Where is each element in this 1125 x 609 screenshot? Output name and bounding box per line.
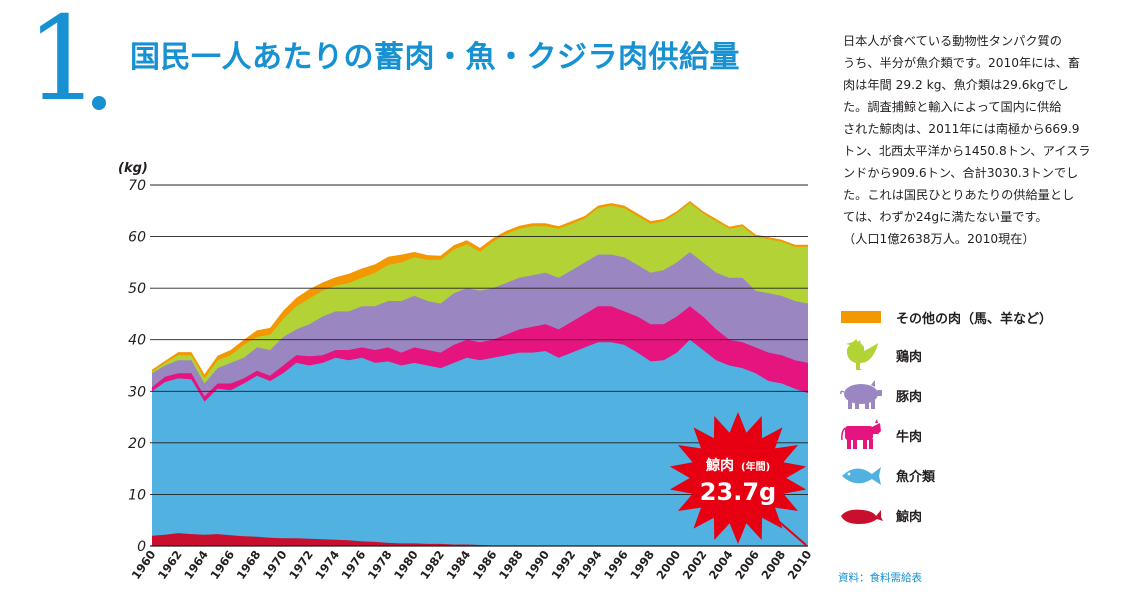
page-title: 国民一人あたりの蓄肉・魚・クジラ肉供給量 bbox=[130, 40, 740, 75]
x-tick-label: 1992 bbox=[548, 548, 578, 582]
cow-icon bbox=[836, 418, 886, 452]
chicken-icon bbox=[836, 338, 886, 372]
x-tick-label: 1998 bbox=[627, 548, 657, 582]
y-tick-label: 10 bbox=[128, 487, 146, 503]
pig-icon bbox=[836, 378, 886, 412]
legend-label: その他の肉（馬、羊など） bbox=[896, 311, 1053, 327]
legend-item-pork: 豚肉 bbox=[836, 378, 1116, 412]
legend-item-chicken: 鶏肉 bbox=[836, 338, 1116, 372]
y-tick-label: 30 bbox=[128, 384, 146, 400]
orange-swatch-icon bbox=[836, 300, 886, 334]
description-line: 肉は年間 29.2 kg、魚介類は29.6kgでし bbox=[843, 78, 1069, 92]
section-number: 1 bbox=[26, 0, 100, 127]
y-tick-label: 40 bbox=[128, 333, 146, 349]
x-tick-label: 2004 bbox=[706, 548, 736, 582]
x-tick-label: 1994 bbox=[575, 548, 605, 582]
callout-value: 23.7g bbox=[700, 478, 776, 506]
whale-icon bbox=[836, 498, 886, 532]
y-tick-label: 70 bbox=[128, 178, 146, 194]
legend-label: 牛肉 bbox=[896, 429, 923, 445]
legend-item-whale: 鯨肉 bbox=[836, 498, 1116, 532]
callout-starburst bbox=[669, 412, 807, 544]
x-tick-label: 2008 bbox=[758, 548, 788, 582]
description-line: （人口1億2638万人。2010現在） bbox=[843, 232, 1035, 246]
x-tick-label: 2010 bbox=[785, 548, 815, 582]
x-tick-label: 1964 bbox=[181, 548, 211, 582]
legend-label: 魚介類 bbox=[896, 469, 936, 485]
stacked-area-chart: 010203040506070(kg)196019621964196619681… bbox=[118, 161, 815, 582]
x-tick-label: 1960 bbox=[129, 548, 159, 582]
description-line: た。調査捕鯨と輸入によって国内に供給 bbox=[843, 100, 1062, 114]
legend-item-beef: 牛肉 bbox=[836, 418, 1116, 452]
section-number-dot bbox=[92, 96, 106, 110]
x-tick-label: 1976 bbox=[339, 548, 369, 582]
x-tick-label: 1968 bbox=[234, 548, 264, 582]
y-tick-label: 20 bbox=[128, 436, 146, 452]
legend-item-fish: 魚介類 bbox=[836, 458, 1116, 492]
x-tick-label: 1978 bbox=[365, 548, 395, 582]
description: 日本人が食べている動物性タンパク質の うち、半分が魚介類です。2010年には、畜… bbox=[843, 30, 1111, 250]
description-line: た。これは国民ひとりあたりの供給量とし bbox=[843, 188, 1075, 202]
source-note: 資料：食料需給表 bbox=[838, 572, 922, 584]
x-tick-label: 1988 bbox=[496, 548, 526, 582]
description-line: 日本人が食べている動物性タンパク質の bbox=[843, 34, 1062, 48]
x-tick-label: 1990 bbox=[522, 548, 552, 582]
y-tick-label: 0 bbox=[137, 539, 146, 555]
x-tick-label: 1970 bbox=[260, 548, 290, 582]
x-tick-label: 1974 bbox=[312, 548, 342, 582]
x-tick-label: 1972 bbox=[286, 548, 316, 582]
description-line: うち、半分が魚介類です。2010年には、畜 bbox=[843, 56, 1080, 70]
description-line: トン、北西太平洋から1450.8トン、アイスラ bbox=[843, 144, 1091, 158]
x-tick-label: 1980 bbox=[391, 548, 421, 582]
x-tick-label: 1962 bbox=[155, 548, 185, 582]
legend-label: 豚肉 bbox=[896, 389, 923, 405]
description-line: ては、わずか24gに満たない量です。 bbox=[843, 210, 1048, 224]
x-tick-label: 1966 bbox=[207, 548, 237, 582]
x-tick-label: 1986 bbox=[470, 548, 500, 582]
y-axis-label: (kg) bbox=[118, 161, 148, 176]
fish-icon bbox=[836, 458, 886, 492]
legend-item-other-meat: その他の肉（馬、羊など） bbox=[836, 300, 1116, 334]
description-line: ンドから909.6トン、合計3030.3トンでし bbox=[843, 166, 1079, 180]
x-tick-label: 1982 bbox=[417, 548, 447, 582]
y-tick-label: 50 bbox=[128, 281, 146, 297]
x-tick-label: 2000 bbox=[653, 548, 683, 582]
x-tick-label: 2002 bbox=[680, 548, 710, 582]
x-tick-label: 2006 bbox=[732, 548, 762, 582]
x-tick-label: 1984 bbox=[444, 548, 474, 582]
legend-label: 鶏肉 bbox=[896, 349, 923, 365]
y-tick-label: 60 bbox=[128, 230, 146, 246]
area-series bbox=[152, 533, 808, 546]
description-line: された鯨肉は、2011年には南極から669.9 bbox=[843, 122, 1080, 136]
callout-sublabel: (年間) bbox=[741, 460, 770, 473]
callout-label: 鯨肉 bbox=[705, 457, 734, 474]
legend-label: 鯨肉 bbox=[896, 509, 923, 525]
x-tick-label: 1996 bbox=[601, 548, 631, 582]
